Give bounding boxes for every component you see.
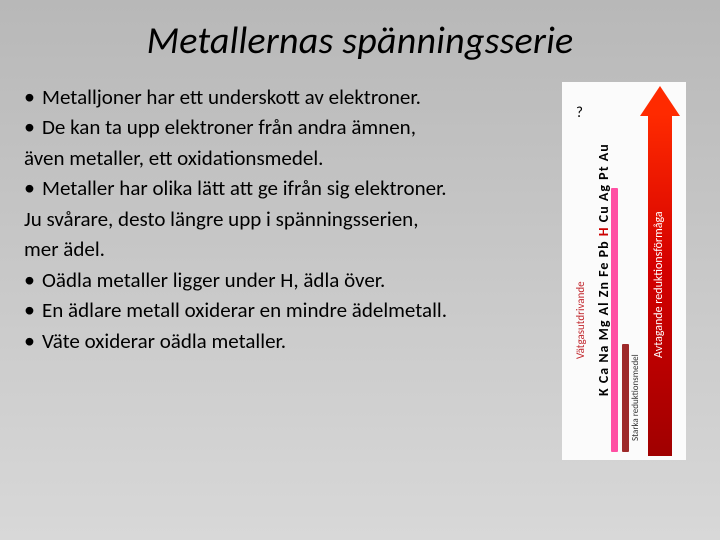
bullet-line: De kan ta upp elektroner från andra ämne… — [24, 112, 544, 142]
element-symbol: Ca — [595, 367, 612, 383]
bullet-line: även metaller, ett oxidationsmedel. — [24, 143, 544, 173]
elements-column: K Ca Na Mg Al Zn Fe Pb H Cu Ag Pt Au — [595, 90, 612, 450]
element-symbol: Ag — [595, 184, 612, 201]
question-mark: ? — [576, 104, 583, 122]
bullet-line: Ju svårare, desto längre upp i spännings… — [24, 204, 544, 234]
arrow-shaft: Avtagande reduktionsförmåga — [648, 114, 672, 456]
bullet-list: Metalljoner har ett underskott av elektr… — [24, 82, 544, 356]
avtagande-label: Avtagande reduktionsförmåga — [652, 122, 666, 448]
element-symbol: H — [595, 227, 612, 237]
element-symbol: Au — [595, 144, 612, 162]
bullet-line: Oädla metaller ligger under H, ädla över… — [24, 265, 544, 295]
element-symbol: Zn — [595, 281, 612, 297]
starka-bar — [622, 344, 629, 452]
element-symbol: Fe — [595, 262, 612, 277]
vatgas-bar — [611, 188, 618, 452]
reduction-arrow: Avtagande reduktionsförmåga — [640, 86, 680, 456]
bullet-line: Metaller har olika lätt att ge ifrån sig… — [24, 173, 544, 203]
arrow-head-icon — [640, 86, 680, 116]
bullet-line: Metalljoner har ett underskott av elektr… — [24, 82, 544, 112]
activity-series-diagram: ? Vätgasutdrivande K Ca Na Mg Al Zn Fe P… — [562, 82, 686, 460]
bullet-line: mer ädel. — [24, 234, 544, 264]
bullet-line: En ädlare metall oxiderar en mindre ädel… — [24, 295, 544, 325]
element-symbol: Na — [595, 345, 612, 363]
element-symbol: Al — [595, 302, 612, 316]
element-symbol: Cu — [595, 206, 612, 223]
element-symbol: Mg — [595, 320, 612, 341]
element-symbol: K — [595, 388, 612, 397]
page-title: Metallernas spänningsserie — [24, 18, 696, 64]
element-symbol: Pt — [595, 166, 612, 180]
element-symbol: Pb — [595, 241, 612, 258]
vatgas-label: Vätgasutdrivande — [574, 188, 587, 452]
bullet-line: Väte oxiderar oädla metaller. — [24, 326, 544, 356]
